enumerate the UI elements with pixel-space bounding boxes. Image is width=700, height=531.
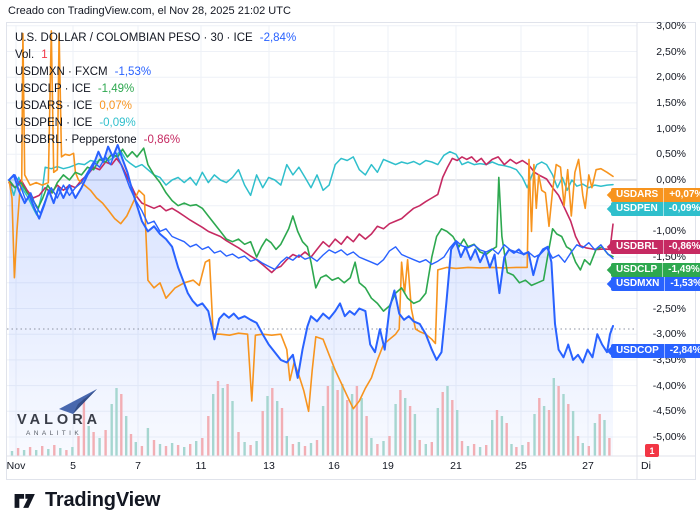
badge-symbol: USDARS	[611, 188, 665, 202]
price-tick: 0,50%	[656, 148, 686, 161]
price-tick: -5,00%	[652, 431, 686, 443]
badge-symbol: USDPEN	[611, 202, 664, 216]
time-axis[interactable]: Nov 5 7 11 13 16 19 21 25 27 Di	[7, 23, 695, 479]
legend-symbol-label: USDCLP · ICE	[15, 82, 91, 95]
time-tick: 25	[515, 460, 527, 472]
badge-symbol: USDCLP	[611, 263, 664, 277]
main-symbol-change: -2,84%	[259, 31, 297, 44]
countdown-badge: 1	[645, 444, 659, 457]
badge-value: +0,07%	[669, 189, 700, 200]
badge-value: -1,53%	[670, 278, 700, 289]
price-tick: 3,00%	[656, 19, 686, 32]
chart-pane[interactable]	[7, 23, 695, 479]
time-tick: 11	[195, 460, 207, 472]
legend-row-usdars[interactable]: USDARS · ICE 0,07%	[15, 97, 296, 114]
legend-symbol-label: USDPEN · ICE	[15, 116, 93, 129]
time-tick: Nov	[6, 460, 26, 472]
created-caption: Creado con TradingView.com, el Nov 28, 2…	[8, 5, 291, 17]
price-badges: USDARS +0,07% USDPEN -0,09% USDBRL -0,86% USDC…	[7, 23, 700, 479]
price-badge-usdmxn[interactable]: USDMXN -1,53%	[611, 277, 700, 291]
price-tick: 2,00%	[656, 71, 686, 84]
legend-row-usdmxn[interactable]: USDMXN · FXCM -1,53%	[15, 63, 296, 80]
badge-symbol: USDCOP	[611, 344, 665, 358]
valora-watermark: VALORA ANALITIK	[17, 387, 101, 437]
tradingview-logo-icon	[14, 494, 35, 508]
legend-main-symbol[interactable]: U.S. DOLLAR / COLOMBIAN PESO · 30 · ICE …	[15, 29, 296, 46]
legend-symbol-label: USDARS · ICE	[15, 99, 93, 112]
price-tick: -2,50%	[652, 302, 686, 315]
tradingview-wordmark: TradingView	[45, 489, 161, 511]
price-badge-usdcop[interactable]: USDCOP -2,84%	[611, 344, 700, 358]
price-tick: 0,00%	[656, 174, 686, 186]
legend-symbol-change: 0,07%	[99, 99, 132, 112]
legend-row-usdpen[interactable]: USDPEN · ICE -0,09%	[15, 114, 296, 131]
badge-value: -0,86%	[668, 241, 700, 252]
badge-symbol: USDBRL	[611, 240, 664, 254]
price-tick: -4,50%	[652, 405, 686, 418]
legend-symbol-change: -0,09%	[99, 116, 136, 129]
price-badge-usdclp[interactable]: USDCLP -1,49%	[611, 263, 700, 277]
legend-symbol-change: -1,49%	[97, 82, 135, 95]
price-tick: 1,00%	[656, 122, 686, 135]
price-tick: 2,50%	[656, 45, 686, 58]
watermark-title: VALORA	[17, 412, 102, 428]
chart-legend: U.S. DOLLAR / COLOMBIAN PESO · 30 · ICE …	[15, 29, 296, 148]
legend-compare-rows: USDMXN · FXCM -1,53% USDCLP · ICE -1,49% USD…	[15, 63, 296, 148]
price-badge-usdpen[interactable]: USDPEN -0,09%	[611, 202, 700, 216]
legend-symbol-label: USDBRL · Pepperstone	[15, 133, 137, 146]
price-tick: -1,00%	[652, 225, 686, 238]
main-symbol-title: U.S. DOLLAR / COLOMBIAN PESO · 30 · ICE	[15, 31, 253, 44]
legend-row-usdclp[interactable]: USDCLP · ICE -1,49%	[15, 80, 296, 97]
price-tick: 1,50%	[656, 96, 686, 109]
badge-value: -1,49%	[668, 264, 700, 275]
legend-volume-row[interactable]: Vol. 1	[15, 46, 296, 63]
legend-symbol-change: -1,53%	[114, 65, 152, 78]
badge-value: -0,09%	[668, 203, 700, 214]
price-tick: -1,50%	[652, 251, 686, 264]
price-tick: -3,00%	[652, 328, 686, 341]
time-tick: Di	[641, 460, 651, 472]
time-tick: 21	[450, 460, 462, 472]
legend-symbol-change: -0,86%	[143, 133, 181, 146]
paper-plane-icon	[59, 389, 97, 414]
price-axis[interactable]: 3,00%2,50%2,00%1,50%1,00%0,50%0,00%-0,50…	[7, 19, 695, 479]
chart-widget: U.S. DOLLAR / COLOMBIAN PESO · 30 · ICE …	[6, 19, 700, 480]
time-tick: 13	[263, 460, 275, 472]
legend-symbol-label: USDMXN · FXCM	[15, 65, 108, 78]
time-tick: 7	[135, 460, 141, 472]
price-badge-usdbrl[interactable]: USDBRL -0,86%	[611, 240, 700, 254]
price-tick: -4,00%	[652, 379, 686, 392]
time-tick: 27	[582, 460, 594, 472]
badge-value: -2,84%	[669, 345, 700, 356]
time-tick: 5	[70, 460, 76, 472]
time-tick: 19	[382, 460, 394, 472]
volume-label: Vol.	[15, 48, 35, 61]
volume-value: 1	[41, 48, 48, 61]
tradingview-footer[interactable]: TradingView	[12, 488, 160, 513]
time-tick: 16	[328, 460, 340, 472]
price-badge-usdars[interactable]: USDARS +0,07%	[611, 188, 700, 202]
watermark-subtitle: ANALITIK	[26, 430, 83, 437]
badge-symbol: USDMXN	[611, 277, 666, 291]
legend-row-usdbrl[interactable]: USDBRL · Pepperstone -0,86%	[15, 131, 296, 148]
